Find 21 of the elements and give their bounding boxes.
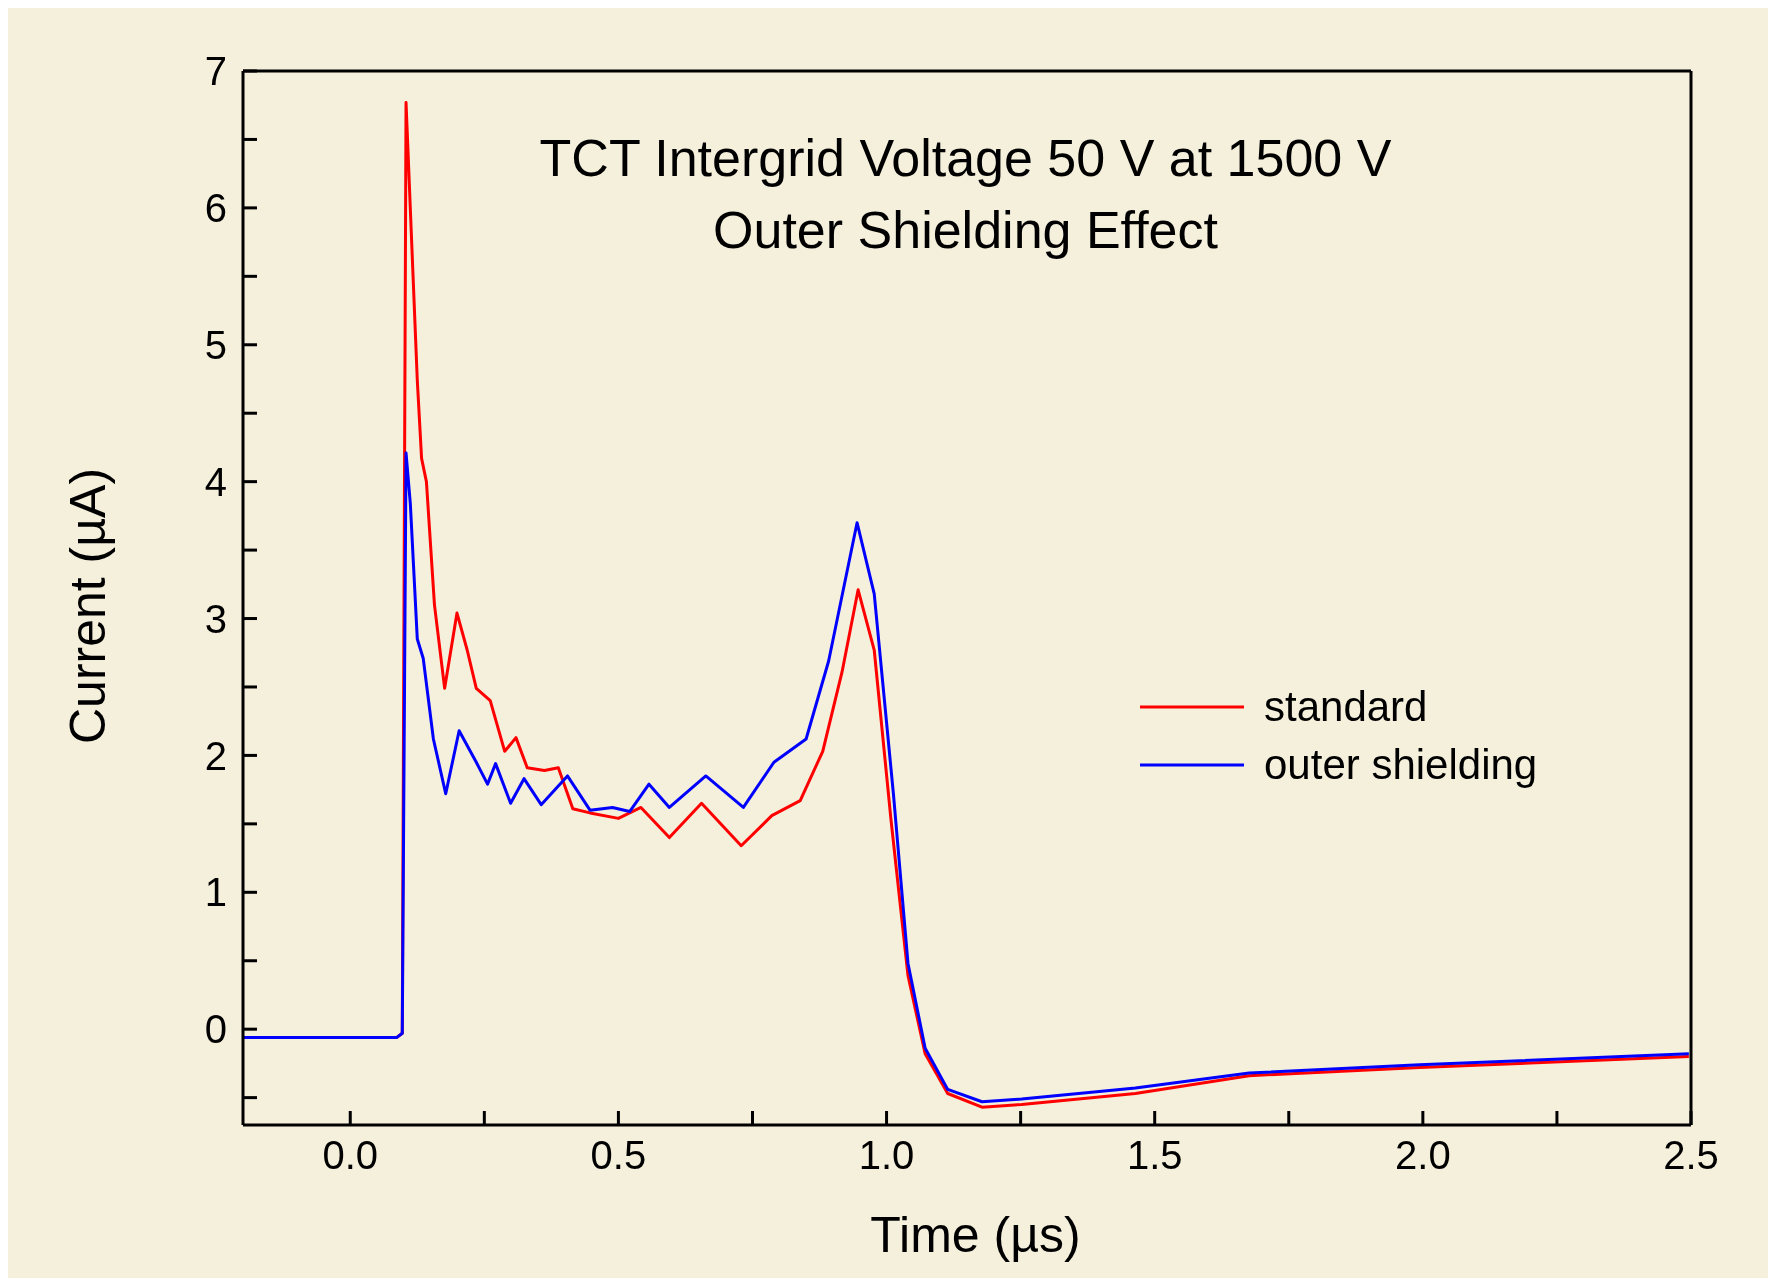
y-tick-label: 0	[204, 1007, 227, 1052]
x-tick-label: 2.5	[1663, 1133, 1719, 1178]
y-tick-label: 2	[204, 733, 227, 778]
x-tick-label: 1.0	[858, 1133, 915, 1178]
x-tick-label: 0.5	[590, 1133, 647, 1178]
y-axis-title: Current (µA)	[59, 467, 117, 744]
y-tick-label: 4	[204, 459, 227, 504]
x-tick-label: 2.0	[1395, 1133, 1451, 1178]
x-tick-label: 0.0	[322, 1133, 379, 1178]
x-axis-title: Time (µs)	[869, 1206, 1082, 1264]
y-tick-label: 7	[204, 49, 227, 94]
legend-label: outer shielding	[1264, 741, 1538, 789]
text: TCT Intergrid Voltage 50 V at 1500 V	[538, 128, 1393, 189]
y-tick-label: 5	[204, 322, 227, 367]
y-tick-label: 3	[204, 596, 227, 641]
x-tick-label: 1.5	[1126, 1133, 1183, 1178]
y-tick-label: 1	[204, 870, 227, 915]
legend-label: standard	[1264, 683, 1428, 731]
y-tick-label: 6	[204, 186, 227, 231]
line-series	[243, 451, 1691, 1104]
text: Outer Shielding Effect	[712, 200, 1219, 261]
